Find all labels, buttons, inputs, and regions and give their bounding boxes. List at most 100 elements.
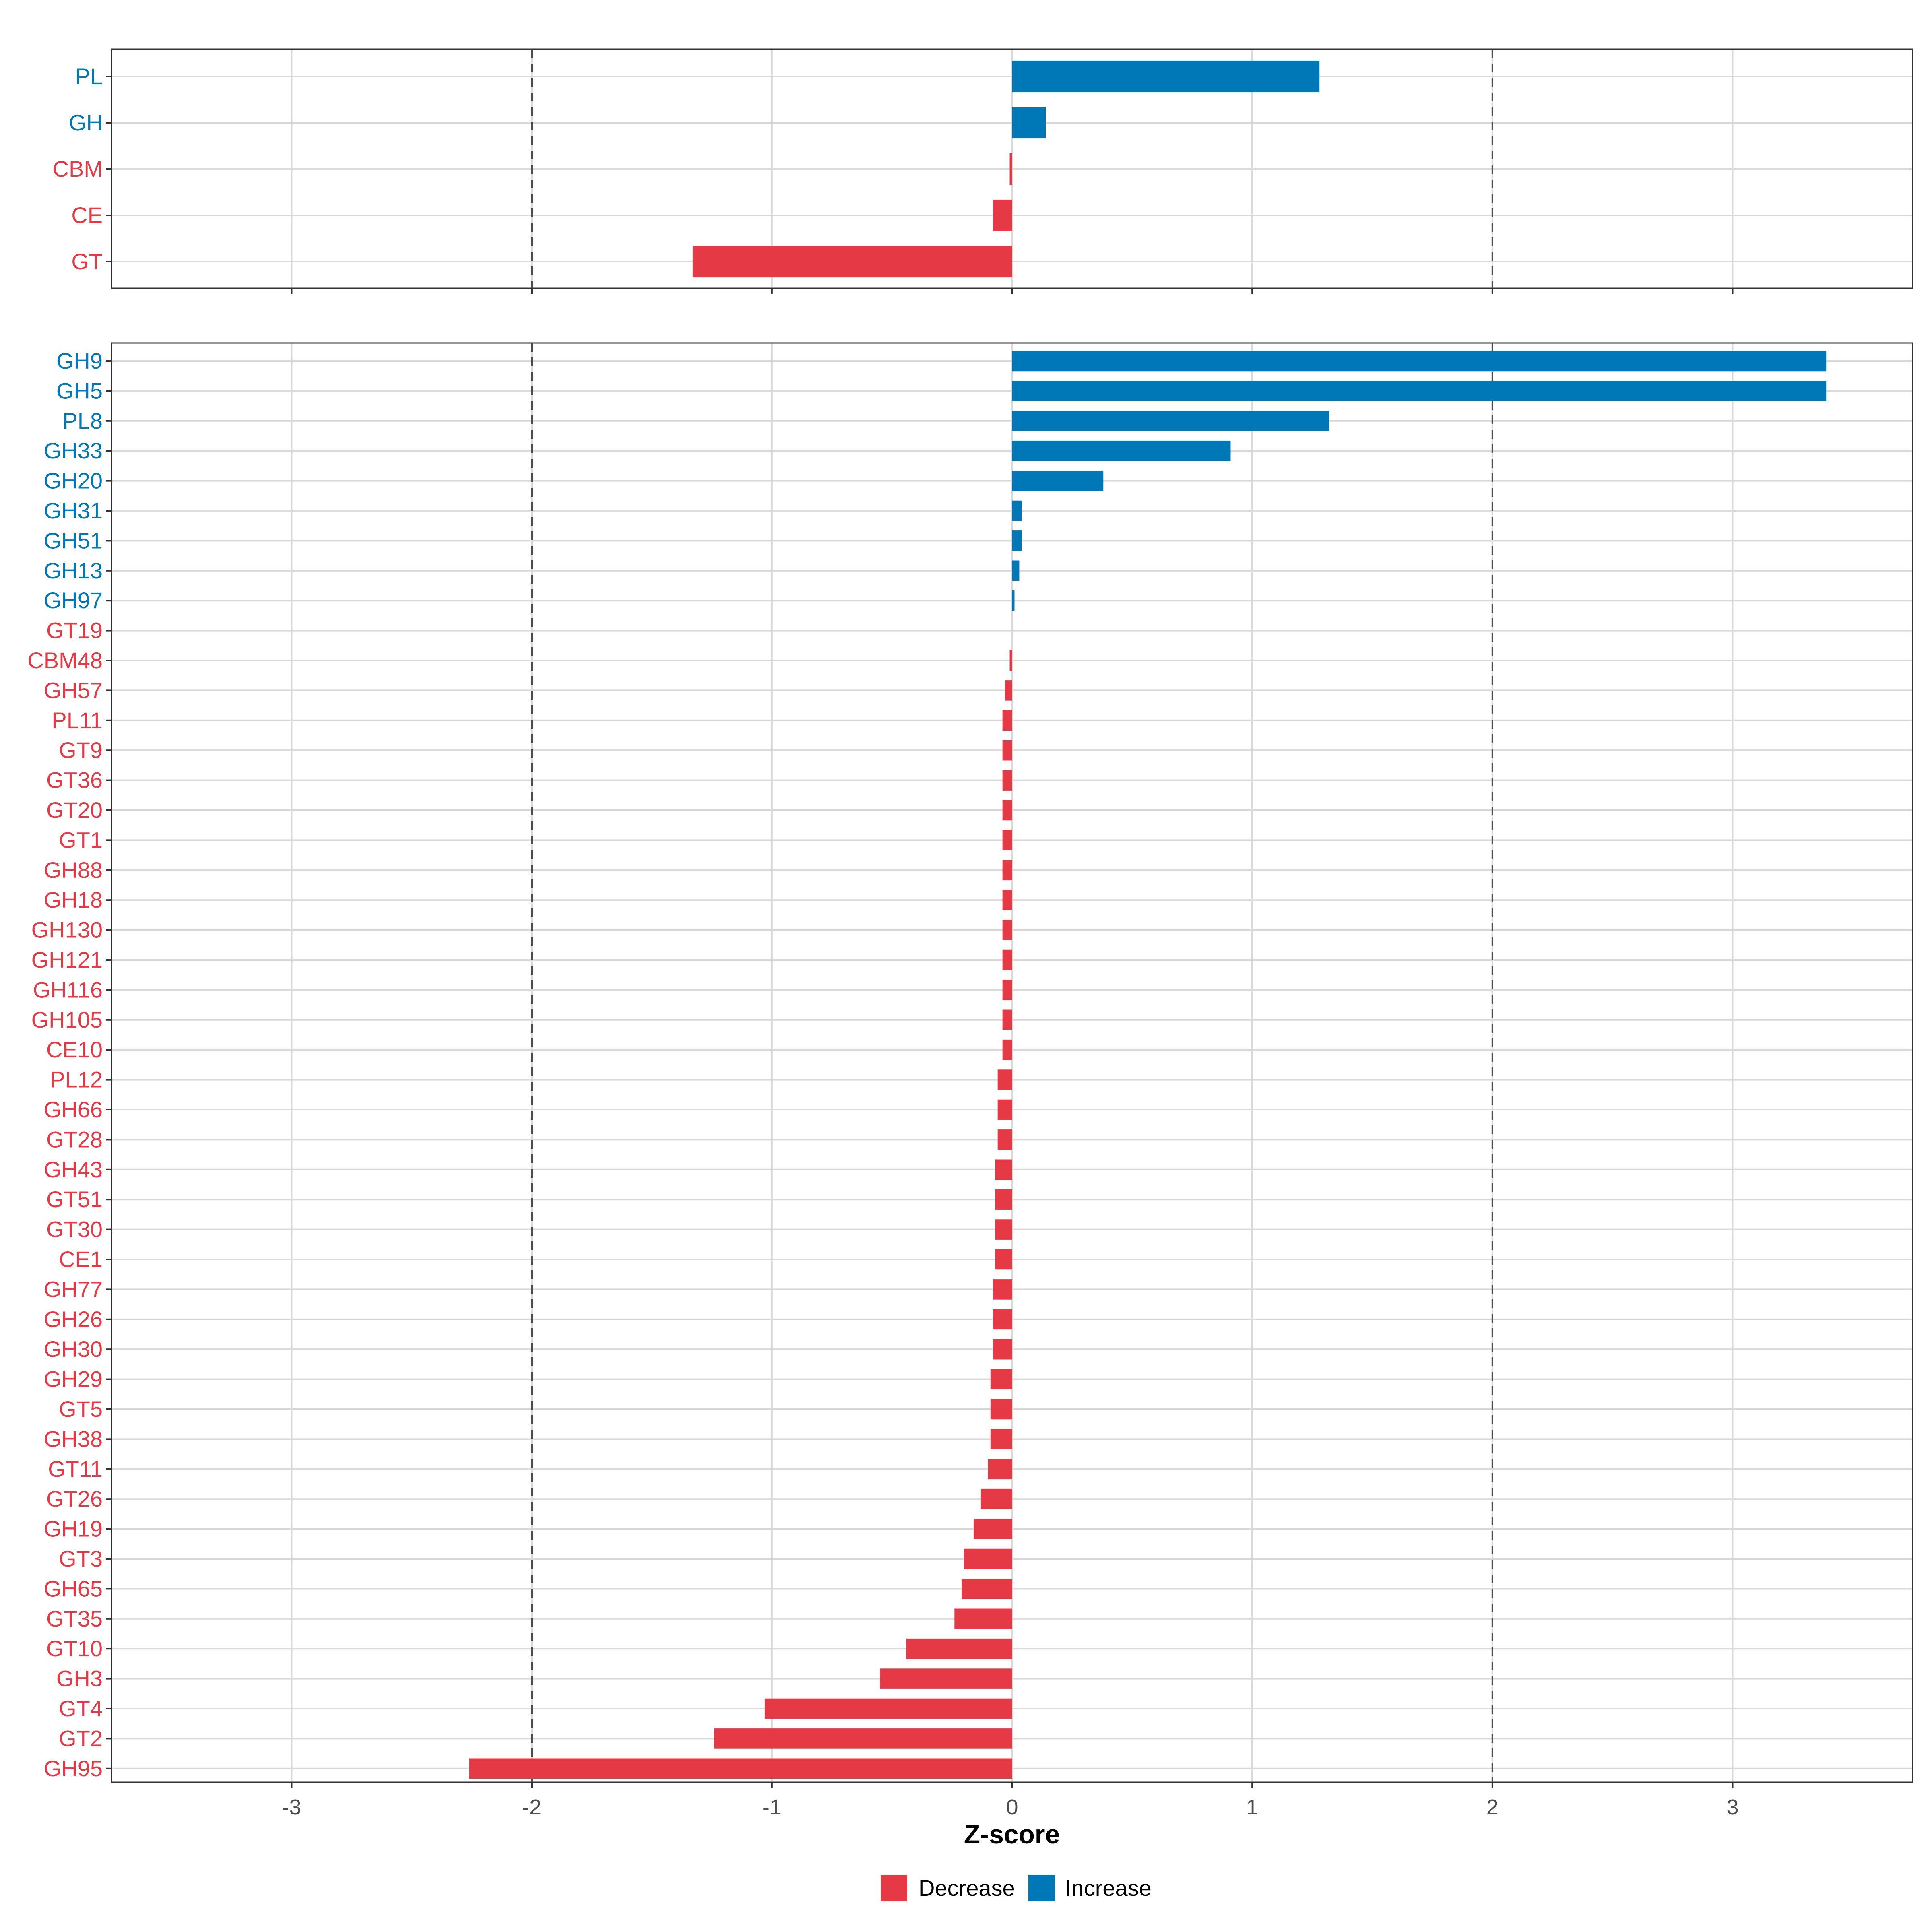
bar-gh121 xyxy=(1002,949,1012,970)
category-label-gh116: GH116 xyxy=(33,977,103,1002)
bottom-panel-border xyxy=(111,342,1913,1783)
category-label-gt1: GT1 xyxy=(59,827,103,852)
category-label-gt5: GT5 xyxy=(59,1396,103,1422)
category-label-gt: GT xyxy=(71,249,103,274)
bar-gt5 xyxy=(990,1399,1012,1420)
category-label-gh105: GH105 xyxy=(31,1007,103,1032)
bar-gt28 xyxy=(997,1129,1012,1150)
legend-swatch-increase xyxy=(1028,1875,1055,1901)
category-label-gh43: GH43 xyxy=(44,1157,103,1182)
category-label-gh29: GH29 xyxy=(44,1366,103,1392)
bar-gt4 xyxy=(764,1698,1012,1719)
bar-gh19 xyxy=(974,1519,1012,1539)
legend-swatch-decrease xyxy=(881,1875,907,1901)
bar-ce10 xyxy=(1002,1039,1012,1060)
category-label-gt36: GT36 xyxy=(46,768,103,793)
bar-gh66 xyxy=(997,1099,1012,1120)
bar-cbm48 xyxy=(1009,650,1012,671)
bar-gh31 xyxy=(1012,500,1022,521)
category-label-gh88: GH88 xyxy=(44,857,103,883)
bar-gh20 xyxy=(1012,471,1104,491)
bar-gh26 xyxy=(993,1309,1012,1330)
category-label-gt26: GT26 xyxy=(46,1486,103,1511)
category-label-gh20: GH20 xyxy=(44,468,103,493)
bar-pl8 xyxy=(1012,411,1329,431)
bar-gh13 xyxy=(1012,560,1020,581)
bar-gh33 xyxy=(1012,440,1231,461)
category-label-gh65: GH65 xyxy=(44,1576,103,1601)
x-tick-label: -3 xyxy=(282,1795,301,1819)
x-tick-label: -1 xyxy=(762,1795,782,1819)
category-label-gh95: GH95 xyxy=(44,1756,103,1781)
bar-gt26 xyxy=(980,1488,1012,1509)
bar-gh88 xyxy=(1002,860,1012,881)
x-tick-label: 1 xyxy=(1246,1795,1258,1819)
category-label-gt51: GT51 xyxy=(46,1187,103,1212)
category-label-pl8: PL8 xyxy=(62,408,103,433)
x-tick-label: -2 xyxy=(522,1795,541,1819)
bar-gh130 xyxy=(1002,920,1012,940)
bar-gh9 xyxy=(1012,351,1827,372)
bar-gh18 xyxy=(1002,890,1012,910)
bar-gh3 xyxy=(880,1668,1012,1689)
bar-pl12 xyxy=(997,1069,1012,1090)
top-panel: PL GH CBM CE GT xyxy=(53,48,1913,294)
category-label-gt35: GT35 xyxy=(46,1606,103,1631)
x-axis-title: Z-score xyxy=(964,1819,1060,1849)
bar-gh38 xyxy=(990,1429,1012,1449)
bar-gt1 xyxy=(1002,830,1012,850)
bar-cbm xyxy=(1009,153,1012,185)
category-label-gh121: GH121 xyxy=(31,947,103,972)
bar-gh51 xyxy=(1012,530,1022,551)
category-label-gh3: GH3 xyxy=(56,1666,103,1691)
category-label-gt4: GT4 xyxy=(59,1696,103,1721)
bar-gt2 xyxy=(714,1728,1012,1749)
top-panel-border xyxy=(111,48,1913,289)
category-label-gh97: GH97 xyxy=(44,588,103,613)
bar-gh77 xyxy=(993,1279,1012,1300)
category-label-gh5: GH5 xyxy=(56,378,103,403)
x-tick-label: 3 xyxy=(1726,1795,1738,1819)
category-label-gt30: GT30 xyxy=(46,1217,103,1242)
bar-ce1 xyxy=(995,1249,1012,1270)
bar-gt35 xyxy=(954,1608,1012,1629)
x-tick-label: 2 xyxy=(1486,1795,1499,1819)
bar-gh43 xyxy=(995,1159,1012,1180)
category-label-gh77: GH77 xyxy=(44,1276,103,1302)
category-label-pl: PL xyxy=(75,64,103,89)
bar-gt9 xyxy=(1002,740,1012,761)
bar-gh5 xyxy=(1012,381,1827,401)
bar-gh97 xyxy=(1012,590,1015,611)
category-label-gh51: GH51 xyxy=(44,528,103,553)
legend-label-increase: Increase xyxy=(1065,1875,1152,1901)
category-label-gt11: GT11 xyxy=(48,1456,103,1482)
category-label-gh: GH xyxy=(69,110,103,135)
bar-gh105 xyxy=(1002,1009,1012,1030)
category-label-gh66: GH66 xyxy=(44,1097,103,1122)
bar-gh xyxy=(1012,107,1046,139)
bar-ce xyxy=(993,199,1012,231)
bar-gt xyxy=(692,246,1012,278)
category-label-cbm48: CBM48 xyxy=(27,648,103,673)
x-axis: -3 -2 -1 0 1 2 3 xyxy=(282,1795,1738,1819)
category-label-gt28: GT28 xyxy=(46,1127,103,1152)
bar-gh116 xyxy=(1002,980,1012,1000)
legend: Decrease Increase xyxy=(881,1875,1152,1901)
category-label-ce: CE xyxy=(71,202,103,228)
category-label-gh19: GH19 xyxy=(44,1516,103,1542)
bar-gt3 xyxy=(964,1548,1012,1569)
bar-gt30 xyxy=(995,1219,1012,1240)
category-label-gh33: GH33 xyxy=(44,438,103,463)
bar-gt20 xyxy=(1002,800,1012,821)
bar-gh29 xyxy=(990,1369,1012,1389)
category-label-gh130: GH130 xyxy=(31,917,103,943)
bar-pl xyxy=(1012,60,1320,93)
legend-label-decrease: Decrease xyxy=(919,1875,1015,1901)
category-label-gh13: GH13 xyxy=(44,558,103,583)
category-label-pl12: PL12 xyxy=(50,1067,103,1092)
bar-gt11 xyxy=(988,1459,1012,1480)
category-label-gt10: GT10 xyxy=(46,1636,103,1661)
category-label-ce10: CE10 xyxy=(46,1037,103,1062)
x-tick-label: 0 xyxy=(1006,1795,1018,1819)
